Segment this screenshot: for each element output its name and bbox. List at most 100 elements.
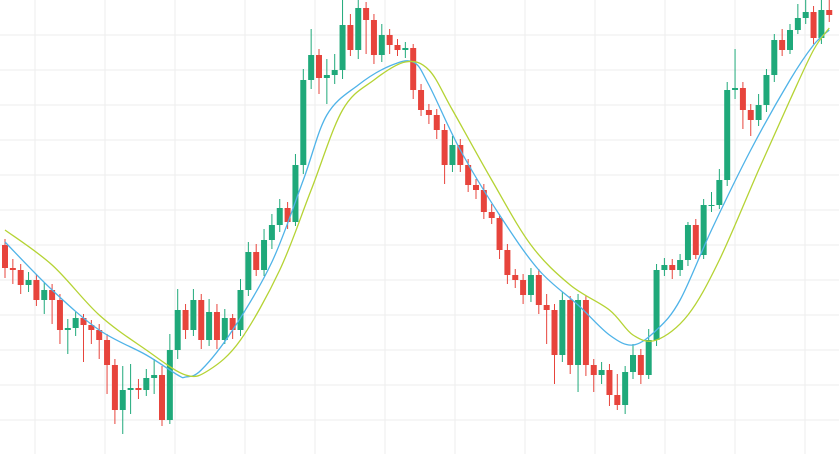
candle-body [653,270,660,340]
candle-body [810,12,817,38]
candle-body [755,105,762,120]
candle-body [433,115,440,130]
candle-body [559,300,566,355]
candle-body [598,370,605,375]
candle-body [151,375,158,378]
candle-body [747,110,754,120]
candle-body [166,350,173,420]
candle-body [449,145,456,165]
candle-body [127,388,134,390]
candle-body [80,318,87,325]
candle-body [229,318,236,330]
candle-body [645,340,652,375]
candle-body [567,300,574,365]
candle-body [677,260,684,270]
candle-body [104,340,111,365]
candle-body [206,312,213,340]
candle-body [708,205,715,206]
candle-body [779,40,786,50]
candle-body [111,365,118,410]
candle-body [182,310,189,330]
candle-body [473,185,479,190]
candle-body [159,375,165,420]
candle-body [606,370,613,395]
candle-body [716,180,723,205]
candle-body [119,390,126,410]
candle-body [370,20,377,55]
candle-body [190,300,197,330]
candle-body [700,205,707,255]
candle-body [9,268,16,270]
candle-body [637,355,644,375]
candle-body [198,300,205,340]
candle-body [802,12,809,18]
candle-body [284,208,291,222]
candle-body [590,365,597,375]
candle-body [543,305,550,310]
candle-body [425,110,432,115]
candle-body [410,48,417,90]
candle-body [614,395,621,405]
candle-body [551,310,558,355]
candle-body [575,300,582,365]
candle-body [771,40,778,75]
candle-body [355,8,362,50]
candle-body [56,300,63,330]
candle-body [33,280,40,300]
candle-body [300,80,307,165]
candle-body [17,270,24,285]
candle-body [221,318,228,340]
candle-body [465,165,472,185]
candle-body [763,75,770,105]
candle-body [787,30,793,50]
candle-body [253,252,260,270]
candle-body [347,25,354,50]
moving-average-line [4,27,830,378]
candle-body [622,372,629,405]
candle-body [527,275,534,295]
candle-body [49,290,56,300]
candle-body [213,312,220,340]
candle-body [308,55,315,80]
candle-body [64,328,71,330]
candle-body [402,48,409,50]
candle-body [363,8,370,20]
candle-body [732,88,739,90]
candle-body [245,252,252,290]
candle-body [72,318,79,328]
candle-body [630,355,636,372]
candle-body [818,10,825,38]
candle-body [669,265,676,270]
moving-average-line [4,29,830,379]
candle-body [794,18,801,30]
candle-body [496,218,503,250]
candle-body [323,75,330,78]
candle-body [504,250,511,275]
candle-body [316,55,322,78]
candle-body [582,300,589,365]
candle-body [488,212,495,218]
candle-body [261,240,268,270]
candle-body [237,290,244,330]
candle-body [268,225,275,240]
candle-body [25,280,32,285]
candle-body [276,208,283,225]
candle-body [724,90,731,180]
candle-body [826,10,833,15]
candle-body [96,330,103,340]
candle-body [394,45,401,50]
candle-body [339,25,346,70]
candle-body [661,265,668,270]
candle-body [739,88,746,110]
candle-body [143,378,150,390]
candle-body [378,35,385,55]
candle-body [684,225,691,260]
candle-body [331,70,338,75]
candle-body [457,145,464,165]
candle-body [418,90,425,110]
candle-body [41,290,48,300]
candle-body [174,310,181,350]
candle-body [535,275,542,305]
candle-body [88,325,95,330]
